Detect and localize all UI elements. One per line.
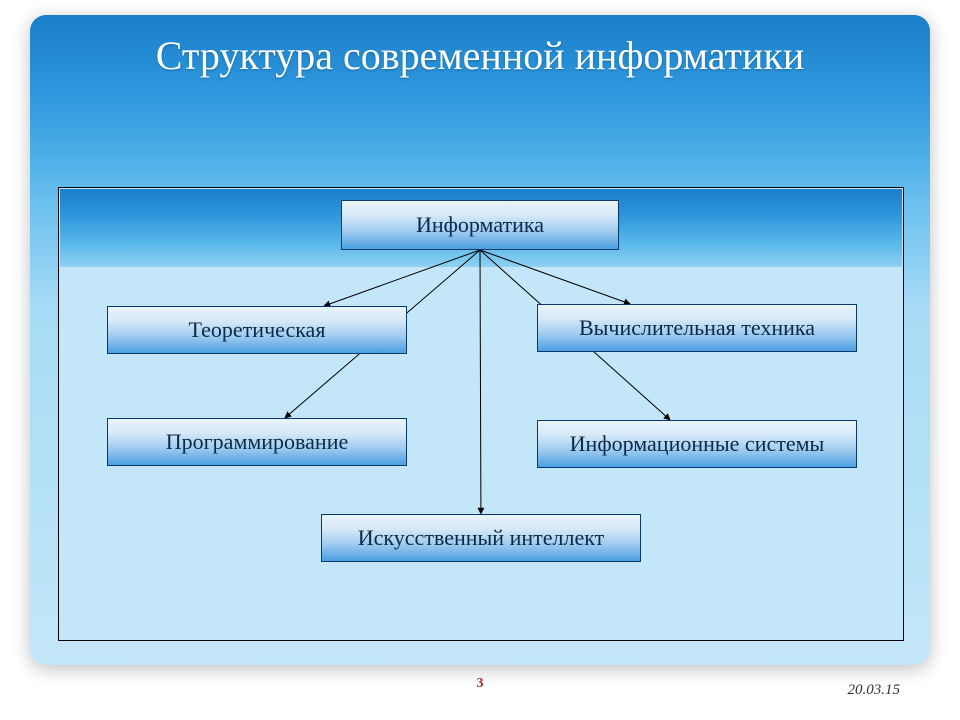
node-n3: Программирование xyxy=(107,418,407,466)
page-number: 3 xyxy=(0,676,960,692)
node-n5: Искусственный интеллект xyxy=(321,514,641,562)
node-n2: Вычислительная техника xyxy=(537,304,857,352)
edge-root-n5 xyxy=(480,250,481,514)
node-n4: Информационные системы xyxy=(537,420,857,468)
slide-title: Структура современной информатики xyxy=(30,33,930,79)
node-n1: Теоретическая xyxy=(107,306,407,354)
slide: Структура современной информатики Информ… xyxy=(30,15,930,665)
diagram-panel: Информатика Теоретическая Вычислительная т… xyxy=(58,187,904,641)
slide-date: 20.03.15 xyxy=(848,682,901,699)
node-root: Информатика xyxy=(341,200,619,250)
